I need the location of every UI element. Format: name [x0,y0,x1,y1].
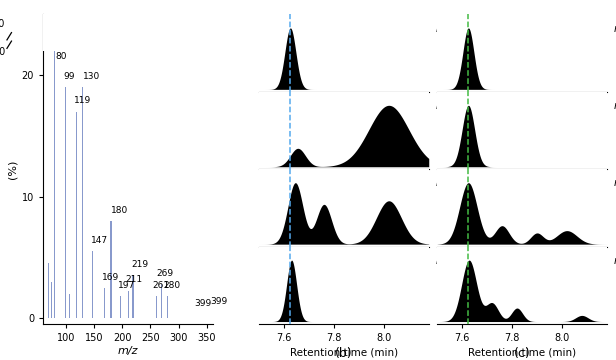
Text: m/z 261: m/z 261 [614,101,616,111]
Text: 180: 180 [111,206,128,215]
Text: 80: 80 [0,46,6,57]
Bar [104,288,105,318]
Bar [92,251,93,318]
Y-axis label: (%): (%) [7,159,17,179]
Text: (c): (c) [514,347,530,360]
Text: 80: 80 [55,51,67,60]
Text: 169: 169 [102,273,119,282]
Text: 261: 261 [153,281,170,290]
Bar [161,284,162,318]
Text: m/z 211: m/z 211 [436,101,478,111]
Bar [69,294,70,318]
Text: 100: 100 [0,19,6,29]
Text: 219: 219 [131,260,148,269]
Text: m/z 219: m/z 219 [614,256,616,266]
Bar [76,112,77,318]
Bar [120,296,121,318]
Text: m/z 147: m/z 147 [436,24,478,34]
Bar [110,221,111,318]
Bar [128,291,129,318]
Bar [54,14,55,318]
X-axis label: Retention time (min): Retention time (min) [468,347,576,357]
Bar [65,87,66,318]
Text: 280: 280 [163,281,180,290]
Text: 399: 399 [194,299,211,308]
Text: 197: 197 [118,281,135,290]
Bar [167,296,168,318]
X-axis label: m/z: m/z [118,346,138,356]
X-axis label: Retention time (min): Retention time (min) [290,347,398,357]
Bar [156,296,157,318]
Text: 99: 99 [63,72,75,81]
Bar [43,8,213,51]
Bar [82,87,83,318]
Text: 211: 211 [125,275,142,284]
Text: m/z 269: m/z 269 [436,256,478,266]
Bar [234,313,235,318]
Text: (b): (b) [335,347,353,360]
Text: 130: 130 [83,72,100,81]
Text: 119: 119 [74,96,91,105]
Text: m/z 180: m/z 180 [614,179,616,189]
Text: m/z 197: m/z 197 [614,24,616,34]
Text: m/z 130: m/z 130 [436,179,478,189]
Bar [132,275,134,318]
Bar [51,282,52,318]
Text: 399: 399 [210,297,227,306]
Bar [47,263,49,318]
Text: 147: 147 [91,236,108,245]
Text: 269: 269 [156,269,174,278]
